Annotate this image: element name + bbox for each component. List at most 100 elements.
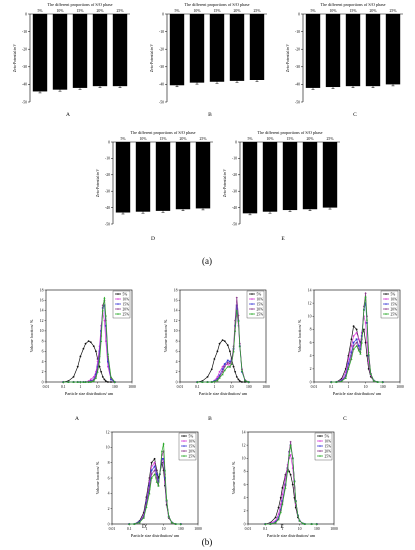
data-point [289, 440, 292, 443]
data-point [138, 521, 141, 524]
data-point [369, 373, 372, 376]
category-label: 25% [327, 137, 335, 141]
data-point [355, 344, 358, 347]
data-point [196, 380, 199, 383]
category-label: 10% [140, 137, 148, 141]
y-tick-label: 4 [108, 492, 110, 496]
category-label: 5% [310, 9, 316, 13]
data-point [296, 514, 300, 517]
panel-label: E [280, 524, 284, 530]
y-tick-label: 18 [40, 288, 44, 292]
data-point [238, 345, 241, 348]
y-tick-label: -10 [232, 157, 237, 161]
bar-5pct [242, 142, 258, 214]
category-label: 5% [174, 9, 180, 13]
y-axis-label: Zeta-Potential/mV [223, 169, 227, 198]
data-point [279, 503, 282, 506]
data-point [350, 351, 353, 354]
data-point [291, 457, 294, 460]
y-axis-label: Zeta-Potential/mV [150, 44, 154, 73]
data-point [226, 359, 229, 362]
x-tick-label: 0.01 [177, 385, 184, 389]
series-line-5pct [265, 467, 317, 525]
data-point [72, 375, 75, 378]
bar-25pct [195, 142, 211, 209]
data-point [157, 484, 160, 487]
data-point [153, 465, 156, 468]
data-point [89, 380, 92, 383]
data-point [82, 380, 85, 383]
data-point [232, 365, 235, 368]
zeta-chart-d: The different proportions of S/O phase 0 -… [96, 130, 213, 242]
data-point [234, 329, 237, 332]
data-point [264, 522, 267, 525]
y-tick-label: 0 [108, 140, 110, 144]
data-point [76, 365, 79, 368]
data-point [315, 522, 318, 525]
data-point [98, 360, 101, 363]
psd-chart-b: 0 2 4 6 8 10 12 14 16 18 0.01 0.1 1 10 100 1000 Particle… [163, 288, 270, 422]
legend-entry: 25% [325, 454, 332, 458]
data-point [281, 503, 284, 506]
category-label: 20% [234, 9, 242, 13]
data-point [218, 376, 221, 379]
data-point [113, 380, 116, 383]
data-point [221, 373, 224, 376]
data-point [155, 480, 158, 483]
y-tick-label: -40 [232, 206, 237, 210]
data-point [364, 341, 367, 344]
category-label: 15% [160, 137, 168, 141]
data-point [294, 499, 297, 502]
panel-label: D [142, 524, 146, 530]
x-tick-label: 1000 [330, 527, 338, 531]
zeta-chart-b: The different proportions of S/O phase 0 -… [150, 2, 267, 118]
bar-10pct [189, 14, 205, 83]
bar-5pct [169, 14, 185, 86]
data-point [355, 331, 358, 334]
panel-label: C [353, 112, 357, 118]
category-label: 20% [97, 9, 105, 13]
data-point [362, 305, 366, 308]
data-point [216, 375, 219, 378]
data-point [229, 350, 231, 353]
data-point [340, 380, 343, 383]
bar-10pct [325, 14, 341, 88]
data-point [357, 338, 360, 341]
data-point [92, 345, 95, 348]
legend-marker [385, 308, 387, 310]
x-tick-label: 10 [162, 527, 166, 531]
data-point [357, 349, 360, 352]
y-tick-label: 0 [235, 140, 237, 144]
data-point [247, 380, 250, 383]
y-axis-label: Volume fraction/ % [29, 319, 34, 352]
data-point [237, 319, 240, 322]
data-point [279, 511, 282, 514]
data-point [364, 321, 367, 324]
x-tick-label: 10 [364, 385, 368, 389]
chart-title: The different proportions of S/O phase [48, 2, 113, 7]
data-point [162, 457, 165, 460]
data-point [100, 340, 103, 343]
x-tick-label: 10 [230, 385, 234, 389]
data-point [89, 378, 92, 381]
y-tick-label: 2 [244, 509, 246, 513]
y-axis-label: Volume fraction/ % [95, 461, 100, 494]
legend-marker [319, 445, 321, 447]
x-tick-label: 0.01 [109, 527, 116, 531]
y-tick-label: -50 [22, 100, 27, 104]
panel-label: D [151, 236, 155, 242]
data-point [277, 506, 280, 509]
series-line-10pct [331, 316, 383, 383]
data-point [133, 522, 136, 525]
legend-marker [319, 440, 321, 442]
psd-chart-d: 0 2 4 6 8 10 12 0.01 0.1 1 10 100 1000 Particle size … [95, 430, 202, 538]
bar-5pct [305, 14, 321, 88]
data-point [226, 361, 229, 364]
data-point [376, 380, 379, 383]
data-point [344, 376, 347, 379]
zeta-chart-e: The different proportions of S/O phase 0 -… [223, 130, 340, 242]
legend-marker [251, 303, 253, 305]
legend-marker [183, 450, 185, 452]
x-tick-label: 1 [145, 527, 147, 531]
data-point [221, 365, 224, 368]
